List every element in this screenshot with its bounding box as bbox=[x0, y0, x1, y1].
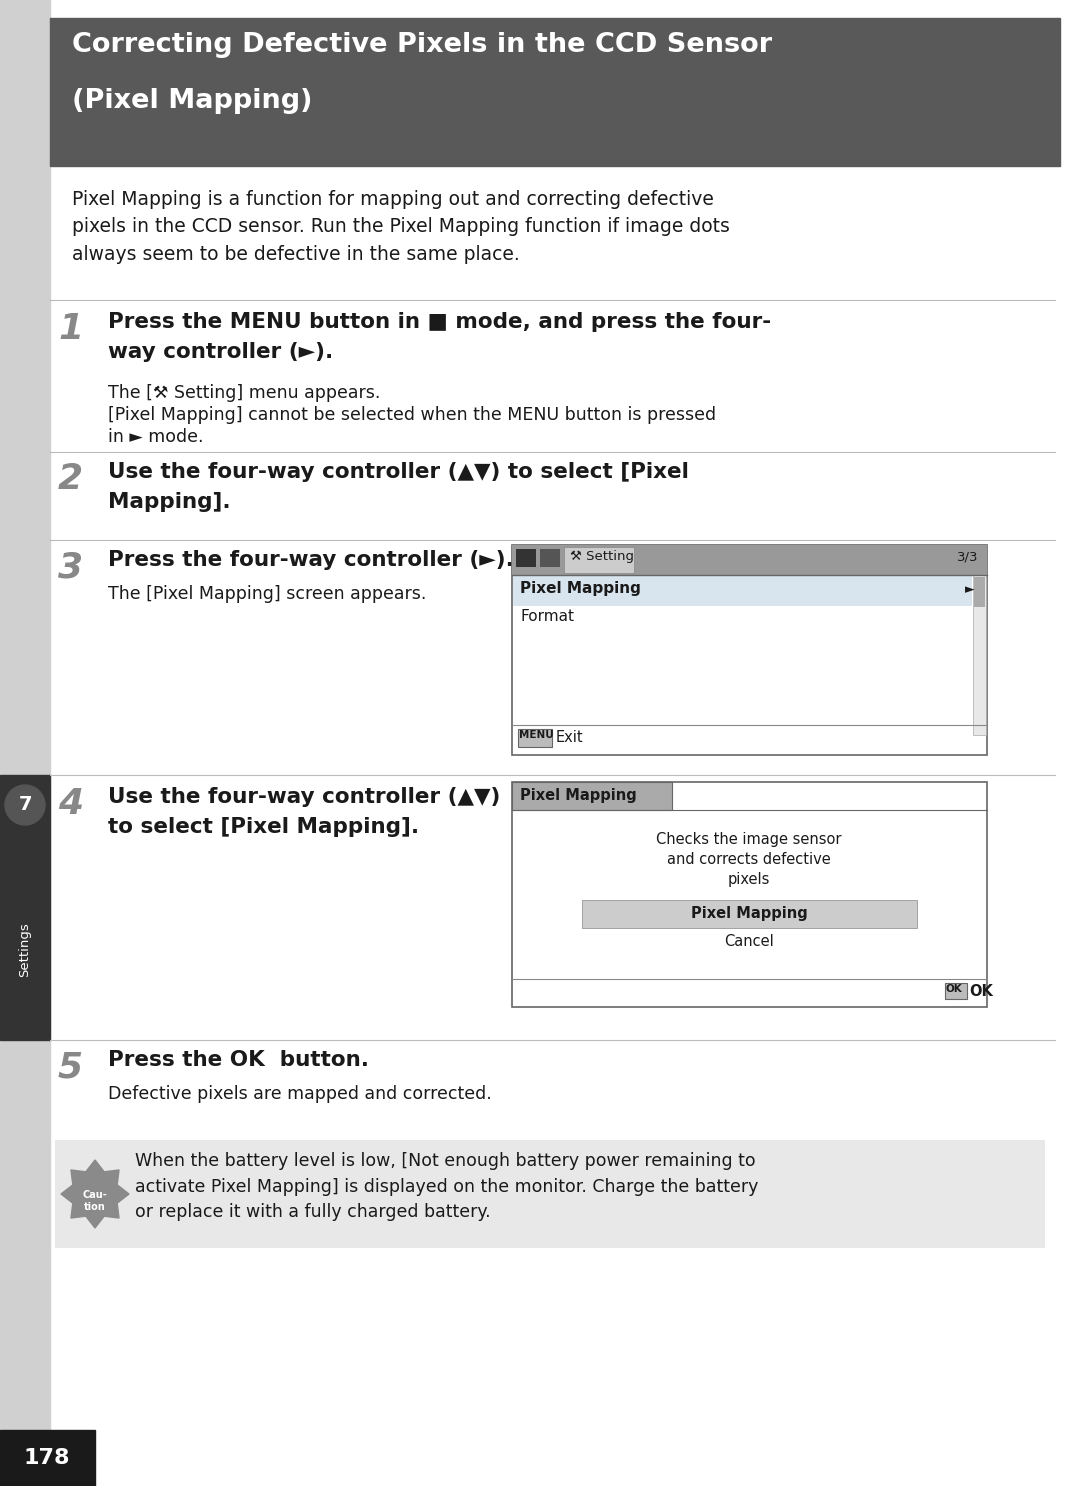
Bar bbox=[582, 901, 917, 927]
Bar bbox=[512, 545, 987, 575]
Text: in ► mode.: in ► mode. bbox=[108, 428, 203, 446]
Polygon shape bbox=[60, 1161, 129, 1227]
Bar bbox=[0, 776, 50, 1040]
Text: 7: 7 bbox=[18, 795, 31, 814]
Text: to select [Pixel Mapping].: to select [Pixel Mapping]. bbox=[108, 817, 419, 837]
Text: Cau-: Cau- bbox=[83, 1190, 107, 1201]
Bar bbox=[512, 782, 987, 1008]
Text: [Pixel Mapping] cannot be selected when the MENU button is pressed: [Pixel Mapping] cannot be selected when … bbox=[108, 406, 716, 424]
Bar bbox=[974, 577, 985, 606]
Text: Press the four-way controller (►).: Press the four-way controller (►). bbox=[108, 550, 514, 571]
Bar bbox=[513, 577, 972, 606]
Text: Pixel Mapping: Pixel Mapping bbox=[690, 906, 808, 921]
Bar bbox=[0, 1430, 95, 1486]
Text: The [Pixel Mapping] screen appears.: The [Pixel Mapping] screen appears. bbox=[108, 585, 427, 603]
Bar bbox=[518, 730, 552, 747]
Text: 178: 178 bbox=[24, 1447, 70, 1468]
Text: The [⚒ Setting] menu appears.: The [⚒ Setting] menu appears. bbox=[108, 383, 380, 403]
Bar bbox=[512, 782, 672, 810]
Circle shape bbox=[5, 785, 45, 825]
Text: 5: 5 bbox=[58, 1051, 83, 1083]
Text: 2: 2 bbox=[58, 462, 83, 496]
Text: Cancel: Cancel bbox=[724, 935, 774, 950]
Text: Exit: Exit bbox=[556, 730, 583, 744]
Text: pixels: pixels bbox=[728, 872, 770, 887]
Text: ►: ► bbox=[966, 583, 974, 596]
Text: 4: 4 bbox=[58, 788, 83, 820]
Text: Correcting Defective Pixels in the CCD Sensor: Correcting Defective Pixels in the CCD S… bbox=[72, 33, 772, 58]
Bar bbox=[945, 984, 967, 999]
Bar bbox=[540, 548, 561, 568]
Text: Use the four-way controller (▲▼): Use the four-way controller (▲▼) bbox=[108, 788, 500, 807]
Text: Pixel Mapping is a function for mapping out and correcting defective
pixels in t: Pixel Mapping is a function for mapping … bbox=[72, 190, 730, 263]
Text: 1: 1 bbox=[58, 312, 83, 346]
Text: 3/3: 3/3 bbox=[957, 551, 978, 565]
Text: OK: OK bbox=[969, 984, 993, 999]
Bar bbox=[516, 548, 536, 568]
Text: Pixel Mapping: Pixel Mapping bbox=[519, 581, 640, 596]
Bar bbox=[50, 18, 1059, 166]
Text: way controller (►).: way controller (►). bbox=[108, 342, 334, 363]
Bar bbox=[0, 0, 50, 1486]
Text: Pixel Mapping: Pixel Mapping bbox=[519, 788, 637, 802]
Text: ⚒ Setting: ⚒ Setting bbox=[570, 550, 634, 563]
Bar bbox=[564, 547, 634, 574]
Text: When the battery level is low, [Not enough battery power remaining to
activate P: When the battery level is low, [Not enou… bbox=[135, 1152, 758, 1221]
Text: Format: Format bbox=[519, 609, 573, 624]
Text: Defective pixels are mapped and corrected.: Defective pixels are mapped and correcte… bbox=[108, 1085, 491, 1103]
Text: Press the MENU button in ■ mode, and press the four-: Press the MENU button in ■ mode, and pre… bbox=[108, 312, 771, 331]
Text: MENU: MENU bbox=[519, 730, 554, 740]
Text: Use the four-way controller (▲▼) to select [Pixel: Use the four-way controller (▲▼) to sele… bbox=[108, 462, 689, 481]
Text: Settings: Settings bbox=[18, 923, 31, 978]
Bar bbox=[512, 545, 987, 755]
Text: OK: OK bbox=[946, 984, 962, 994]
Text: (Pixel Mapping): (Pixel Mapping) bbox=[72, 88, 312, 114]
Bar bbox=[55, 1140, 1045, 1248]
Text: Mapping].: Mapping]. bbox=[108, 492, 231, 513]
Bar bbox=[973, 575, 986, 736]
Text: and corrects defective: and corrects defective bbox=[667, 851, 831, 866]
Text: 3: 3 bbox=[58, 550, 83, 584]
Text: Checks the image sensor: Checks the image sensor bbox=[657, 832, 841, 847]
Text: tion: tion bbox=[84, 1202, 106, 1213]
Text: Press the OK  button.: Press the OK button. bbox=[108, 1051, 369, 1070]
